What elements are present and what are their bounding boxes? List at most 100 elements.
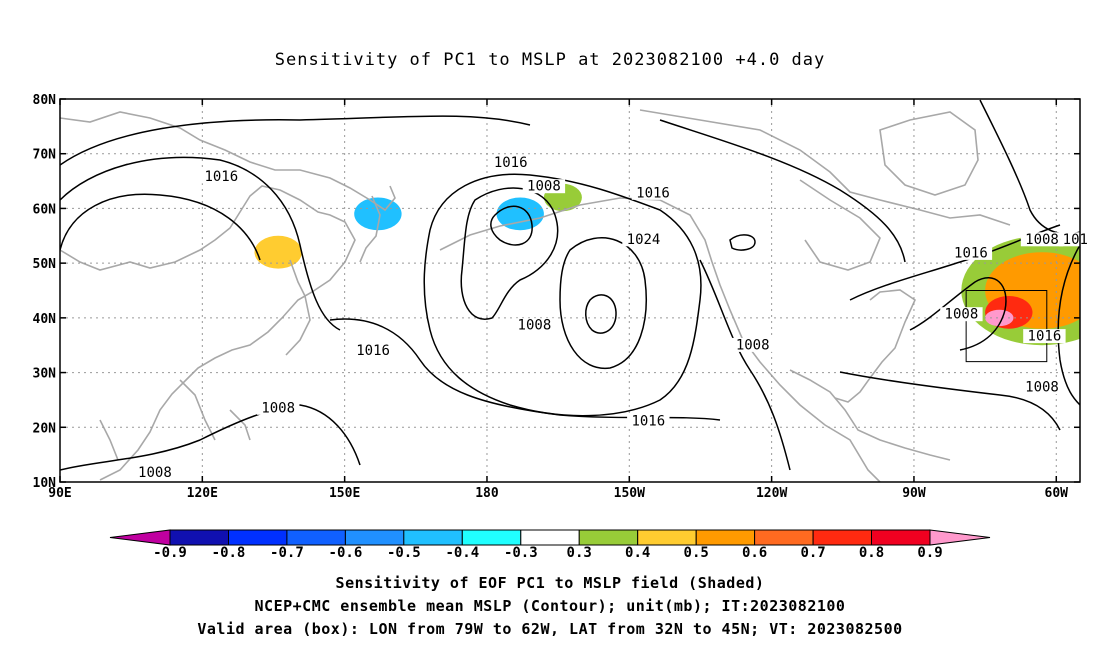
contour-label-bg [949, 245, 993, 260]
contour-label-bg [940, 307, 983, 322]
contour-label-bg [351, 343, 395, 358]
colorbar-swatch [754, 529, 814, 546]
contour-label: 1008 [138, 465, 172, 481]
contour-label: 1016 [356, 343, 390, 359]
x-tick-label: 90E [48, 486, 71, 501]
contour-small-arctic [729, 234, 756, 251]
contour-aleutian-1008 [460, 187, 559, 320]
coastline-japan [285, 259, 311, 356]
lat-ticks: 10N 20N 30N 40N 50N 60N 70N 80N [33, 93, 1080, 491]
contour-trop-1008 [839, 371, 1061, 431]
contour-label: 1016 [631, 413, 665, 429]
contour-pacific-1016 [423, 173, 702, 417]
coastline-canada-north [639, 109, 1011, 226]
y-tick-label: 80N [33, 93, 57, 108]
colorbar-label: -0.7 [270, 545, 304, 561]
contour-aleutian-low-inner [490, 205, 533, 246]
shaded-region-4 [254, 235, 302, 269]
contour-west-1016 [60, 193, 261, 261]
colorbar-swatch [871, 529, 931, 546]
y-tick-label: 40N [33, 312, 57, 327]
colorbar-min-triangle [109, 529, 171, 546]
contour-label: 1016 [204, 169, 238, 185]
shaded-region-3 [985, 309, 1014, 327]
contour-subtropical-1016 [329, 318, 721, 421]
y-tick-label: 70N [33, 148, 57, 163]
valid-area-box [965, 290, 1048, 363]
contour-label: 1008 [1025, 232, 1059, 248]
contour-label-bg [200, 169, 243, 184]
x-tick-label: 60W [1045, 486, 1069, 501]
colorbar-swatch [344, 529, 405, 546]
contour-label-bg [489, 155, 532, 170]
shaded-region-9 [975, 134, 995, 151]
y-tick-label: 10N [33, 476, 57, 491]
colorbar-swatch [520, 529, 580, 546]
caption-line-1: Sensitivity of EOF PC1 to MSLP field (Sh… [335, 574, 765, 592]
chart-title: Sensitivity of PC1 to MSLP at 2023082100… [274, 50, 826, 70]
x-tick-label: 150W [614, 486, 645, 501]
colorbar-swatch [169, 529, 229, 546]
contour-label: 101 [1063, 232, 1088, 248]
colorbar-label: 0.9 [917, 545, 942, 561]
x-tick-label: 120W [756, 486, 787, 501]
contour-arctic-high [60, 115, 531, 166]
x-tick-label: 90W [902, 486, 926, 501]
coastline-alaska [439, 197, 713, 263]
contour-label-bg [1023, 329, 1066, 344]
contour-atlantic-1016 [909, 277, 1007, 351]
contour-label-bg [1020, 380, 1064, 394]
x-tick-label: 150E [329, 486, 360, 501]
contour-label: 1008 [1025, 380, 1059, 396]
contour-atlantic-outer [1057, 244, 1080, 406]
contour-label-bg [627, 413, 670, 428]
contour-label: 1016 [954, 245, 988, 261]
shaded-region-6 [354, 197, 402, 231]
coastline-east-us [834, 289, 917, 403]
contour-label: 1008 [261, 400, 295, 416]
contour-label-bg [622, 232, 665, 247]
contour-asia-1016 [60, 156, 341, 331]
colorbar-swatch [578, 529, 639, 546]
colorbar-swatch [695, 529, 756, 546]
coastline-islands [99, 379, 251, 461]
contour-label: 1008 [945, 307, 979, 323]
lat-lon-grid [60, 99, 1080, 482]
colorbar-swatch [286, 529, 346, 546]
caption-line-3: Valid area (box): LON from 79W to 62W, L… [197, 620, 903, 638]
coastline-gulf [789, 369, 951, 461]
contour-label-bg [631, 185, 675, 200]
contour-label-bg [1058, 232, 1092, 247]
contour-south-1008 [60, 404, 361, 471]
colorbar-label: -0.4 [445, 545, 479, 561]
y-tick-label: 30N [33, 367, 57, 382]
colorbar-label: -0.8 [212, 545, 246, 561]
contour-high-inner [585, 294, 617, 334]
contour-east-1008 [699, 259, 791, 471]
colorbar-label: -0.5 [387, 545, 421, 561]
contour-label-bg [133, 465, 177, 480]
colorbar-label: 0.4 [625, 545, 650, 561]
coastline-asia [60, 185, 356, 481]
colorbar-label: 0.8 [859, 545, 884, 561]
coastline-north-america [711, 261, 881, 482]
colorbar-label: 0.6 [742, 545, 767, 561]
lon-ticks: 90E 120E 150E 180 150W 120W 90W 60W [48, 99, 1068, 501]
contour-label-bg [513, 318, 556, 333]
mslp-contours [60, 99, 1080, 471]
colorbar-swatch [403, 529, 463, 546]
contour-label: 1016 [1028, 329, 1062, 345]
colorbar-label: -0.6 [329, 545, 363, 561]
coastline-hudson [799, 179, 881, 271]
colorbar-label: 0.5 [684, 545, 709, 561]
contour-label: 1016 [494, 155, 528, 171]
colorbar-swatch [637, 529, 697, 546]
y-tick-label: 60N [33, 202, 57, 217]
colorbar-swatch [461, 529, 522, 546]
contour-label-bg [257, 400, 300, 415]
colorbar-label: 0.3 [567, 545, 592, 561]
contour-label-bg [1020, 232, 1064, 247]
contour-label: 1008 [518, 318, 552, 334]
